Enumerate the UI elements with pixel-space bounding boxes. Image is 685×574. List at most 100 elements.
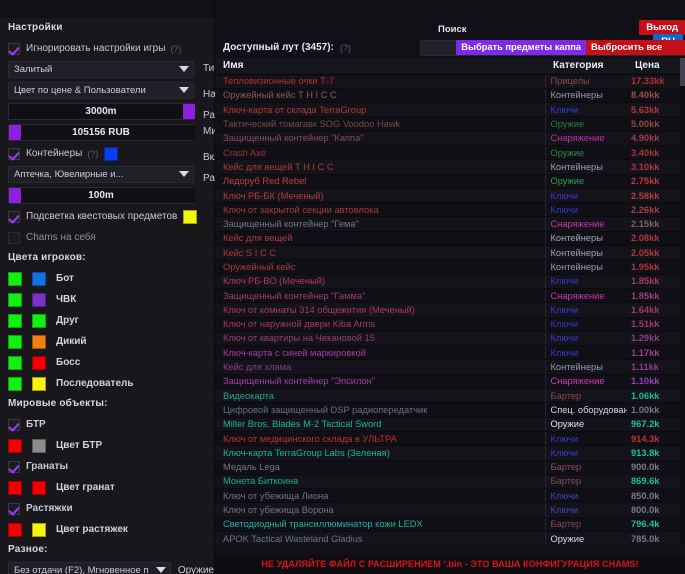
table-row[interactable]: Оружейный кейс Т H I C C Контейнеры 8.40kk: [215, 88, 685, 104]
color-mode-select[interactable]: Цвет по цене & Пользователи: [8, 82, 194, 99]
help-icon[interactable]: (?): [87, 148, 99, 159]
table-row[interactable]: Кейс для вещей Контейнеры 2.08kk: [215, 231, 685, 247]
table-row[interactable]: Защищенный контейнер "Гема" Снаряжение 2.1…: [215, 216, 685, 232]
cell-category: Оружие: [544, 531, 627, 544]
table-row[interactable]: Кейс S I C C Контейнеры 2.05kk: [215, 245, 685, 261]
containers-color-swatch[interactable]: [104, 146, 119, 161]
table-row[interactable]: Защищенный контейнер "Эпсилон" Снаряжение…: [215, 374, 685, 390]
slider-handle[interactable]: [9, 125, 21, 140]
slider-handle[interactable]: [9, 188, 21, 203]
chams-type-select[interactable]: Залитый: [8, 61, 194, 78]
table-row[interactable]: Ключ-карта TerraGroup Labs (Зеленая) Ключ…: [215, 445, 685, 461]
table-row[interactable]: Ключ РБ-БК (Меченый) Ключи 2.58kk: [215, 188, 685, 204]
distance-slider-1[interactable]: 3000m: [8, 103, 195, 120]
world-object-swatch-b[interactable]: [32, 438, 46, 453]
column-header-price[interactable]: Цена: [627, 58, 685, 75]
checkbox-icon[interactable]: [8, 502, 20, 515]
world-object-toggle-row[interactable]: Растяжки: [0, 498, 214, 519]
table-row[interactable]: Miller Bros. Blades M-2 Tactical Sword Ор…: [215, 417, 685, 432]
table-row[interactable]: Ключ РБ-ВО (Меченый) Ключи 1.85kk: [215, 274, 685, 289]
world-object-swatch-a[interactable]: [8, 438, 22, 453]
player-color-swatch-a[interactable]: [8, 334, 22, 349]
table-row[interactable]: Цифровой защищенный DSP радиопередатчик С…: [215, 402, 685, 418]
ignore-game-settings-row[interactable]: Игнорировать настройки игры (?): [0, 38, 214, 59]
table-row[interactable]: Ключ-карта с синей маркировкой Ключи 1.17k…: [215, 345, 685, 361]
table-row[interactable]: Видеокарта Бартер 1.06kk: [215, 388, 685, 404]
player-color-swatch-b[interactable]: [32, 376, 46, 391]
table-row[interactable]: Оружейный кейс Контейнеры 1.95kk: [215, 259, 685, 275]
checkbox-icon[interactable]: [8, 147, 20, 160]
player-color-swatch-b[interactable]: [32, 355, 46, 370]
distance-slider-2-row[interactable]: 100m: [0, 185, 214, 206]
chevron-down-icon[interactable]: [179, 87, 189, 93]
included-items-row[interactable]: Аптечка, Ювелирные и...: [0, 164, 214, 185]
column-header-name[interactable]: Имя: [215, 58, 545, 75]
distance-slider-2[interactable]: 100m: [8, 187, 195, 204]
table-row[interactable]: Ключ от медицинского склада в УЛЬТРА Ключ…: [215, 431, 685, 447]
table-row[interactable]: Ключ от убежища Лиона Ключи 850.0k: [215, 488, 685, 504]
table-row[interactable]: Защищенный контейнер "Гамма" Снаряжение 1.…: [215, 288, 685, 304]
checkbox-icon[interactable]: [8, 42, 20, 55]
table-row[interactable]: Тактический томагавк SOG Voodoo Hawk Оруж…: [215, 116, 685, 132]
table-row[interactable]: Ледоруб Red Rebel Оружие 2.75kk: [215, 174, 685, 189]
player-color-swatch-b[interactable]: [32, 292, 46, 307]
checkbox-icon[interactable]: [8, 418, 20, 431]
world-object-swatch-a[interactable]: [8, 480, 22, 495]
chams-on-self-row[interactable]: Chams на себя: [0, 227, 214, 248]
quest-highlight-row[interactable]: Подсветка квестовых предметов: [0, 206, 214, 227]
color-mode-row[interactable]: Цвет по цене & Пользователи: [0, 80, 214, 101]
table-row[interactable]: Светодиодный трансиллюминатор кожи LEDX Б…: [215, 517, 685, 533]
logout-button[interactable]: Выход: [639, 20, 685, 35]
min-price-slider[interactable]: 105156 RUB: [8, 124, 195, 141]
player-color-swatch-a[interactable]: [8, 355, 22, 370]
min-price-slider-row[interactable]: 105156 RUB: [0, 122, 214, 143]
table-row[interactable]: Тепловизионные очки Т-7 Прицелы 17.33kk: [215, 74, 685, 89]
world-object-toggle-row[interactable]: Гранаты: [0, 456, 214, 477]
player-color-swatch-a[interactable]: [8, 292, 22, 307]
table-scrollbar-thumb[interactable]: [680, 58, 685, 86]
table-row[interactable]: Crash Axe Оружие 3.40kk: [215, 145, 685, 161]
checkbox-icon[interactable]: [8, 231, 20, 244]
chevron-down-icon[interactable]: [179, 171, 189, 177]
included-items-select[interactable]: Аптечка, Ювелирные и...: [8, 166, 194, 183]
checkbox-icon[interactable]: [8, 210, 20, 223]
misc-weapon-row[interactable]: Без отдачи (F2), Мгновенное п Оружие: [0, 560, 214, 574]
player-color-swatch-b[interactable]: [32, 334, 46, 349]
table-row[interactable]: Ключ от комнаты 314 общежития (Меченый) К…: [215, 302, 685, 318]
table-row[interactable]: Кейс для хлама Контейнеры 1.11kk: [215, 359, 685, 375]
table-row[interactable]: Кейс для вещей T H I C C Контейнеры 3.10kk: [215, 159, 685, 175]
table-row[interactable]: Монета Биткоина Бартер 869.6k: [215, 474, 685, 490]
drop-all-button[interactable]: Выбросить все: [586, 40, 685, 55]
misc-weapon-select[interactable]: Без отдачи (F2), Мгновенное п: [8, 562, 171, 574]
table-row[interactable]: Ключ-карта от склада TerraGroup Ключи 5.63…: [215, 102, 685, 118]
chevron-down-icon[interactable]: [155, 567, 166, 573]
slider-handle[interactable]: [183, 104, 195, 119]
world-object-swatch-b[interactable]: [32, 522, 46, 537]
player-color-swatch-b[interactable]: [32, 313, 46, 328]
world-object-swatch-a[interactable]: [8, 522, 22, 537]
chams-type-row[interactable]: Залитый: [0, 59, 214, 80]
table-row[interactable]: APOK Tactical Wasteland Gladius Оружие 785…: [215, 531, 685, 544]
containers-row[interactable]: Контейнеры (?): [0, 143, 214, 164]
quest-highlight-color-swatch[interactable]: [183, 209, 198, 224]
player-color-swatch-b[interactable]: [32, 271, 46, 286]
help-icon[interactable]: (?): [170, 43, 182, 54]
help-icon[interactable]: (?): [340, 43, 351, 53]
player-color-swatch-a[interactable]: [8, 313, 22, 328]
table-row[interactable]: Ключ от наружной двери Kiba Arms Ключи 1.5…: [215, 317, 685, 332]
table-row[interactable]: Ключ от закрытой секции автовлока Ключи 2.…: [215, 202, 685, 218]
player-color-swatch-a[interactable]: [8, 271, 22, 286]
table-row[interactable]: Ключ от квартиры на Чекановой 15 Ключи 1.2…: [215, 331, 685, 347]
world-object-toggle-row[interactable]: БТР: [0, 414, 214, 435]
world-object-swatch-b[interactable]: [32, 480, 46, 495]
player-color-swatch-a[interactable]: [8, 376, 22, 391]
select-kappa-items-button[interactable]: Выбрать предметы каппа: [456, 40, 586, 55]
checkbox-icon[interactable]: [8, 460, 20, 473]
table-row[interactable]: Защищенный контейнер "Каппа" Снаряжение 4.…: [215, 131, 685, 146]
table-scrollbar[interactable]: [680, 58, 685, 544]
table-row[interactable]: Медаль Lega Бартер 900.0k: [215, 460, 685, 475]
distance-slider-1-row[interactable]: 3000m: [0, 101, 214, 122]
table-row[interactable]: Ключ от убежища Ворона Ключи 800.0k: [215, 502, 685, 518]
column-header-category[interactable]: Категория: [545, 58, 627, 75]
chevron-down-icon[interactable]: [179, 66, 189, 72]
